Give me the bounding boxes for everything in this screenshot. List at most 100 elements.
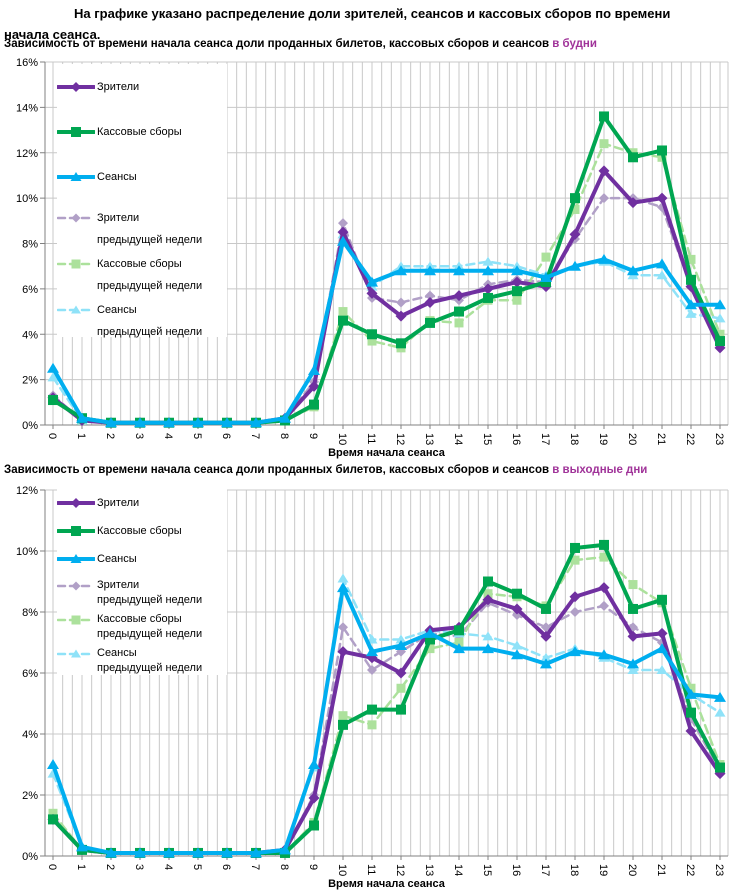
y-tick-label: 10% xyxy=(16,193,38,205)
x-tick-label: 8 xyxy=(278,864,290,870)
x-tick-label: 15 xyxy=(481,433,493,445)
x-tick-label: 9 xyxy=(307,864,319,870)
legend-label: Зрители предыдущей недели xyxy=(97,212,203,246)
y-tick-label: 4% xyxy=(22,729,38,741)
weekday-chart-legend: Зрители Кассовые сборы Сеансы Зрители предыд… xyxy=(57,64,227,338)
weekend-chart-subtitle: Зависимость от времени начала сеанса дол… xyxy=(4,464,647,476)
weekday-chart: Зависимость от времени начала сеанса дол… xyxy=(0,36,735,462)
legend-item-sessions_prev: Сеансы предыдущей недели xyxy=(57,641,227,675)
legend-square-marker-icon xyxy=(57,615,95,625)
legend-label: Зрители xyxy=(97,80,140,93)
legend-label: Кассовые сборы xyxy=(97,125,182,138)
x-tick-label: 11 xyxy=(365,864,377,875)
weekday-chart-subtitle-accent: в будни xyxy=(552,38,597,50)
x-tick-label: 5 xyxy=(191,864,203,870)
x-tick-label: 20 xyxy=(626,864,638,876)
x-tick-label: 0 xyxy=(46,433,58,439)
y-tick-label: 4% xyxy=(22,329,38,341)
weekend-chart: Зависимость от времени начала сеанса дол… xyxy=(0,462,735,894)
y-tick-label: 8% xyxy=(22,607,38,619)
x-tick-label: 14 xyxy=(452,433,464,445)
x-tick-label: 19 xyxy=(597,864,609,876)
weekday-chart-subtitle: Зависимость от времени начала сеанса дол… xyxy=(4,38,597,50)
x-tick-label: 2 xyxy=(104,864,116,870)
x-tick-label: 21 xyxy=(655,433,667,445)
legend-diamond-marker-icon xyxy=(57,213,95,223)
y-tick-label: 16% xyxy=(16,57,38,69)
legend-item-boxoffice: Кассовые сборы xyxy=(57,517,227,545)
legend-label: Сеансы предыдущей недели xyxy=(97,647,203,674)
x-tick-label: 23 xyxy=(713,864,725,876)
legend-triangle-marker-icon xyxy=(57,554,95,563)
x-tick-label: 13 xyxy=(423,433,435,445)
x-tick-label: 3 xyxy=(133,864,145,870)
legend-item-sessions: Сеансы xyxy=(57,545,227,573)
x-tick-label: 12 xyxy=(394,433,406,445)
legend-item-sessions_prev: Сеансы предыдущей недели xyxy=(57,291,227,338)
x-tick-label: 4 xyxy=(162,433,174,439)
legend-square-marker-icon xyxy=(57,526,95,536)
x-tick-label: 15 xyxy=(481,864,493,876)
x-tick-label: 22 xyxy=(684,864,696,876)
y-tick-label: 14% xyxy=(16,102,38,114)
y-tick-label: 8% xyxy=(22,239,38,251)
legend-diamond-marker-icon xyxy=(57,498,95,508)
x-tick-label: 6 xyxy=(220,864,232,870)
legend-item-sessions: Сеансы xyxy=(57,154,227,199)
x-tick-label: 22 xyxy=(684,433,696,445)
y-tick-label: 2% xyxy=(22,790,38,802)
x-tick-label: 8 xyxy=(278,433,290,439)
weekday-chart-subtitle-text: Зависимость от времени начала сеанса дол… xyxy=(4,38,550,50)
axes: 0%2%4%6%8%10%12%14%16%0 1 2 3 4 5 6 7 8 9 10 11 12 13… xyxy=(16,57,728,445)
legend-item-viewers_prev: Зрители предыдущей недели xyxy=(57,199,227,246)
legend-diamond-marker-icon xyxy=(57,581,95,591)
legend-item-boxoffice: Кассовые сборы xyxy=(57,109,227,154)
weekend-chart-legend: Зрители Кассовые сборы Сеансы Зрители предыд… xyxy=(57,489,227,675)
x-tick-label: 19 xyxy=(597,433,609,445)
legend-label: Сеансы предыдущей недели xyxy=(97,304,203,338)
x-tick-label: 1 xyxy=(75,433,87,439)
legend-item-boxoffice_prev: Кассовые сборы предыдущей недели xyxy=(57,245,227,292)
page-title: На графике указано распределение доли зр… xyxy=(4,6,671,42)
legend-diamond-marker-icon xyxy=(57,81,95,92)
legend-item-boxoffice_prev: Кассовые сборы предыдущей недели xyxy=(57,607,227,641)
x-tick-label: 10 xyxy=(336,433,348,445)
y-tick-label: 6% xyxy=(22,284,38,296)
x-tick-label: 11 xyxy=(365,433,377,444)
legend-label: Кассовые сборы предыдущей недели xyxy=(97,613,203,640)
x-tick-label: 4 xyxy=(162,864,174,870)
x-tick-label: 0 xyxy=(46,864,58,870)
x-tick-label: 21 xyxy=(655,864,667,876)
x-tick-label: 16 xyxy=(510,433,522,445)
x-tick-label: 18 xyxy=(568,864,580,876)
x-tick-label: 10 xyxy=(336,864,348,876)
x-tick-label: 18 xyxy=(568,433,580,445)
x-tick-label: 7 xyxy=(249,433,261,439)
legend-label: Сеансы xyxy=(97,170,137,183)
y-tick-label: 0% xyxy=(22,420,38,432)
x-axis-title: Время начала сеанса xyxy=(328,878,446,890)
legend-square-marker-icon xyxy=(57,126,95,137)
weekend-chart-subtitle-accent: в выходные дни xyxy=(552,464,648,476)
legend-item-viewers: Зрители xyxy=(57,489,227,517)
legend-triangle-marker-icon xyxy=(57,305,95,314)
x-tick-label: 17 xyxy=(539,433,551,445)
legend-triangle-marker-icon xyxy=(57,649,95,658)
series-sessions-chart0 xyxy=(47,235,726,428)
legend-label: Зрители предыдущей недели xyxy=(97,579,203,606)
y-tick-label: 2% xyxy=(22,375,38,387)
legend-triangle-marker-icon xyxy=(57,171,95,181)
x-axis-title: Время начала сеанса xyxy=(328,447,446,459)
weekend-chart-subtitle-text: Зависимость от времени начала сеанса дол… xyxy=(4,464,550,476)
series-sessions-chart1 xyxy=(47,582,726,858)
y-tick-label: 12% xyxy=(16,485,38,497)
x-tick-label: 2 xyxy=(104,433,116,439)
x-tick-label: 6 xyxy=(220,433,232,439)
y-tick-label: 12% xyxy=(16,148,38,160)
legend-label: Сеансы xyxy=(97,552,137,565)
x-tick-label: 16 xyxy=(510,864,522,876)
x-tick-label: 13 xyxy=(423,864,435,876)
x-tick-label: 1 xyxy=(75,864,87,870)
x-tick-label: 17 xyxy=(539,864,551,876)
